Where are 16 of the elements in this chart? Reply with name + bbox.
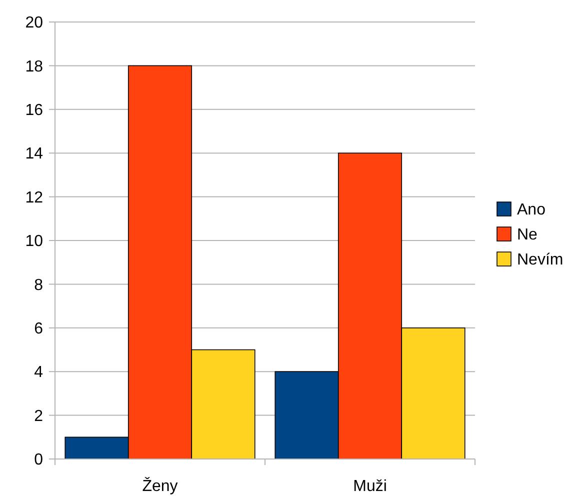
y-tick-label: 14 [25,146,44,163]
y-tick-label: 2 [34,408,44,425]
y-tick-label: 12 [25,189,44,206]
y-tick-label: 6 [34,320,44,338]
legend-label: Ano [517,202,546,219]
y-tick-label: 10 [25,233,44,250]
y-tick-label: 8 [34,276,44,294]
x-tick-label: Muži [353,478,387,495]
y-tick-label: 4 [34,364,44,382]
legend-label: Ne [517,226,538,244]
y-tick-label: 18 [25,58,44,76]
y-tick-label: 0 [34,452,44,469]
y-tick-label: 20 [25,14,44,32]
legend-label: Nevím [517,252,564,269]
x-tick-label: Ženy [142,477,178,495]
y-tick-label: 16 [25,102,44,119]
